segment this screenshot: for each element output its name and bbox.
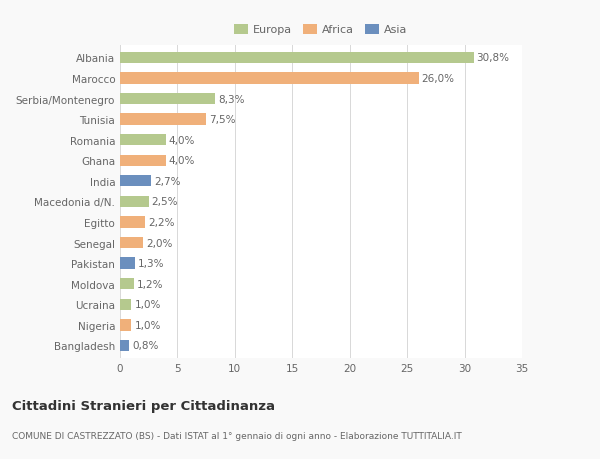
Bar bbox=[120, 155, 166, 167]
Text: COMUNE DI CASTREZZATO (BS) - Dati ISTAT al 1° gennaio di ogni anno - Elaborazion: COMUNE DI CASTREZZATO (BS) - Dati ISTAT … bbox=[12, 431, 462, 441]
Text: 7,5%: 7,5% bbox=[209, 115, 236, 125]
Bar bbox=[120, 279, 134, 290]
Text: 2,7%: 2,7% bbox=[154, 176, 181, 186]
Bar bbox=[120, 299, 131, 310]
Bar bbox=[120, 340, 129, 351]
Text: 1,0%: 1,0% bbox=[134, 320, 161, 330]
Bar bbox=[120, 319, 131, 331]
Bar bbox=[120, 237, 143, 249]
Bar bbox=[120, 53, 474, 64]
Bar bbox=[120, 73, 419, 84]
Text: 30,8%: 30,8% bbox=[476, 53, 509, 63]
Text: 1,3%: 1,3% bbox=[138, 258, 164, 269]
Bar bbox=[120, 176, 151, 187]
Bar bbox=[120, 94, 215, 105]
Bar bbox=[120, 258, 135, 269]
Legend: Europa, Africa, Asia: Europa, Africa, Asia bbox=[230, 20, 412, 40]
Bar bbox=[120, 196, 149, 207]
Text: 1,2%: 1,2% bbox=[137, 279, 163, 289]
Text: 2,2%: 2,2% bbox=[148, 218, 175, 228]
Text: 2,0%: 2,0% bbox=[146, 238, 172, 248]
Text: 8,3%: 8,3% bbox=[218, 94, 245, 104]
Bar bbox=[120, 217, 145, 228]
Text: 0,8%: 0,8% bbox=[132, 341, 158, 351]
Text: Cittadini Stranieri per Cittadinanza: Cittadini Stranieri per Cittadinanza bbox=[12, 399, 275, 412]
Text: 4,0%: 4,0% bbox=[169, 135, 195, 146]
Text: 2,5%: 2,5% bbox=[152, 197, 178, 207]
Text: 26,0%: 26,0% bbox=[421, 74, 454, 84]
Bar bbox=[120, 114, 206, 125]
Bar bbox=[120, 134, 166, 146]
Text: 1,0%: 1,0% bbox=[134, 300, 161, 310]
Text: 4,0%: 4,0% bbox=[169, 156, 195, 166]
